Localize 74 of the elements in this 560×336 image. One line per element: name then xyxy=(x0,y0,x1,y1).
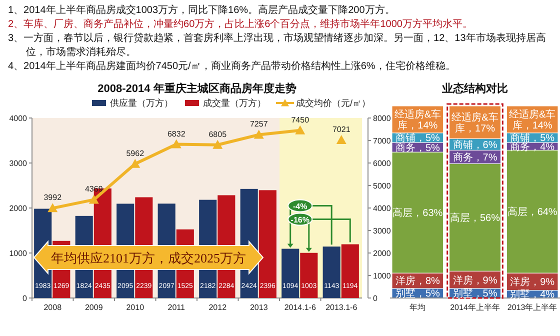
data-label: 洋房，9% xyxy=(452,274,498,286)
data-label: 经适房&车库，14% xyxy=(394,108,442,132)
data-label: 商铺，5% xyxy=(395,132,440,144)
data-label: 高层，64% xyxy=(507,206,558,218)
data-label: 洋房，8% xyxy=(395,275,440,288)
data-label: 7450 xyxy=(291,115,310,124)
y2-tick-label: 3000 xyxy=(373,226,392,236)
y-tick-label: 0 xyxy=(22,294,28,303)
x-tick-label: 2014.1-6 xyxy=(284,303,316,312)
data-label: 别墅，5% xyxy=(452,288,498,300)
point xyxy=(88,194,99,204)
annotation: 年均供应2101万方，成交2025万方 xyxy=(51,250,246,266)
data-label: 商务，7% xyxy=(452,151,498,164)
data-label: 3992 xyxy=(44,193,62,202)
annotation: -16% xyxy=(290,215,310,224)
x-tick-label: 2013.1-6 xyxy=(326,303,358,312)
data-label: 4369 xyxy=(84,184,104,194)
y2-tick-label: 1000 xyxy=(373,272,392,280)
y2-tick-label: 5000 xyxy=(373,182,392,190)
data-label: 高层，56% xyxy=(450,212,500,224)
x-tick-label: 2013 xyxy=(250,303,268,312)
point xyxy=(171,139,182,148)
x-tick-label: 2013年上半年 xyxy=(507,303,558,312)
data-label: 5962 xyxy=(126,148,145,158)
y2-tick-label: 2000 xyxy=(373,249,392,258)
y-tick-label: 4000 xyxy=(9,114,28,123)
data-label: 洋房，9% xyxy=(510,276,555,288)
data-label: 6832 xyxy=(167,129,186,138)
data-label: 商务，5% xyxy=(395,142,440,154)
point xyxy=(130,158,140,168)
y-tick-label: 3000 xyxy=(9,159,28,168)
legend-label: 成交均价（元/㎡） xyxy=(296,98,371,108)
point xyxy=(295,125,306,134)
annotation: -4% xyxy=(293,202,308,211)
bar xyxy=(322,246,340,298)
data-label: 6805 xyxy=(208,130,228,139)
x-tick-label: 2012 xyxy=(208,303,228,312)
x-tick-label: 2011 xyxy=(168,303,186,312)
x-tick-label: 年均 xyxy=(410,303,426,312)
data-label: 经适房&车库，14% xyxy=(508,108,556,132)
y-tick-label: 1000 xyxy=(9,249,28,258)
chart-title: 2008-2014 年重庆主城区商品房年度走势 xyxy=(98,82,296,95)
data-label: 商铺，6% xyxy=(452,138,498,151)
text: 2、车库、厂房、商务产品补位，冲量约60万方，占比上涨6个百分点，维持市场半年1000万方平均水平。 xyxy=(8,18,472,30)
y2-tick-label: 8000 xyxy=(373,114,392,123)
bar xyxy=(258,190,276,298)
data-label: 7021 xyxy=(332,125,351,134)
text: 1、2014年上半年商品房成交1003万方，同比下降16%。高层产品成交量下降200万方。 xyxy=(8,4,395,16)
text: 4、2014年上半年商品房建面均价7450元/㎡，商业商务产品带动价格结构性上涨6%，住宅价格维稳。 xyxy=(8,60,456,72)
x-tick-label: 2010 xyxy=(126,303,145,312)
y-tick-label: 2000 xyxy=(9,204,28,213)
legend-label: 成交量（万方） xyxy=(203,98,266,108)
data-label: 经适房&车库，17% xyxy=(452,111,498,134)
point xyxy=(336,135,346,144)
point xyxy=(48,203,58,212)
x-tick-label: 2008 xyxy=(44,303,62,312)
bar xyxy=(300,252,318,298)
y2-tick-label: 7000 xyxy=(373,136,392,146)
data-label: 7257 xyxy=(250,120,268,129)
point xyxy=(212,140,223,149)
chart-title: 业态结构对比 xyxy=(441,82,508,95)
data-label: 高层，63% xyxy=(392,207,443,220)
y2-tick-label: 4000 xyxy=(373,204,392,213)
bar xyxy=(341,244,359,298)
data-label: 别墅，5% xyxy=(395,288,440,300)
x-tick-label: 2014年上半年 xyxy=(450,303,500,312)
x-tick-label: 2009 xyxy=(84,303,104,312)
legend-label: 供应量（万方） xyxy=(110,98,173,108)
bar xyxy=(282,248,300,298)
text: 3、一方面，春节以后，银行贷款趋紧，首套房利率上浮出现，市场观望情绪逐步加深。另一面，12、13年市场表现持居高位，市场需求消耗殆尽。 xyxy=(8,32,546,58)
point xyxy=(254,130,264,139)
y2-tick-label: 6000 xyxy=(373,159,392,168)
data-label: 别墅，4% xyxy=(510,290,555,301)
y2-tick-label: 0 xyxy=(373,294,378,303)
